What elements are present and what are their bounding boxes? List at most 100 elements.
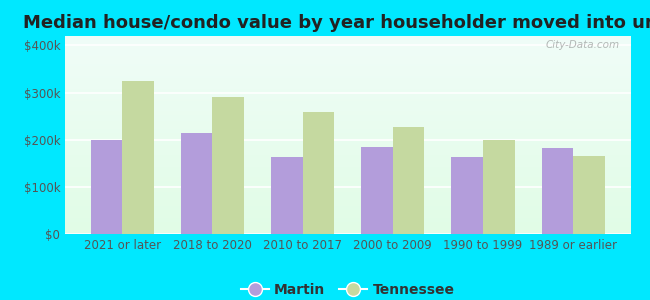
Bar	[65, 218, 630, 220]
Bar	[65, 157, 630, 159]
Title: Median house/condo value by year householder moved into unit: Median house/condo value by year househo…	[23, 14, 650, 32]
Bar	[65, 228, 630, 230]
Bar	[65, 82, 630, 83]
Bar	[65, 212, 630, 214]
Bar	[65, 129, 630, 131]
Bar	[65, 52, 630, 54]
Bar	[65, 220, 630, 222]
Bar	[65, 230, 630, 232]
Bar	[303, 112, 334, 234]
Bar	[65, 115, 630, 117]
Bar	[65, 85, 630, 88]
Bar	[65, 42, 630, 44]
Bar	[65, 92, 630, 93]
Bar	[65, 36, 630, 38]
Bar	[271, 157, 303, 234]
Bar	[65, 62, 630, 64]
Bar	[65, 54, 630, 56]
Bar	[65, 141, 630, 143]
Bar	[65, 190, 630, 192]
Bar	[65, 169, 630, 171]
Bar	[65, 131, 630, 133]
Bar	[65, 93, 630, 95]
Bar	[91, 140, 122, 234]
Bar	[65, 58, 630, 60]
Bar	[573, 156, 604, 234]
Bar	[65, 232, 630, 234]
Bar	[65, 153, 630, 155]
Bar	[65, 133, 630, 135]
Bar	[483, 140, 515, 234]
Bar	[65, 101, 630, 103]
Bar	[65, 125, 630, 127]
Bar	[65, 99, 630, 101]
Bar	[65, 196, 630, 198]
Bar	[65, 60, 630, 62]
Bar	[65, 208, 630, 210]
Bar	[65, 175, 630, 177]
Bar	[65, 121, 630, 123]
Bar	[65, 68, 630, 70]
Bar	[65, 127, 630, 129]
Bar	[65, 224, 630, 226]
Bar	[65, 171, 630, 172]
Bar	[65, 200, 630, 202]
Bar	[65, 178, 630, 181]
Bar	[65, 109, 630, 111]
Bar	[65, 147, 630, 149]
Bar	[361, 147, 393, 234]
Bar	[541, 148, 573, 234]
Bar	[65, 70, 630, 72]
Bar	[213, 97, 244, 234]
Bar	[65, 64, 630, 66]
Bar	[65, 83, 630, 85]
Bar	[65, 161, 630, 163]
Bar	[65, 194, 630, 196]
Bar	[65, 143, 630, 145]
Bar	[65, 38, 630, 40]
Bar	[65, 50, 630, 52]
Bar	[65, 111, 630, 113]
Bar	[65, 74, 630, 76]
Bar	[65, 123, 630, 125]
Bar	[65, 181, 630, 182]
Bar	[65, 210, 630, 212]
Legend: Martin, Tennessee: Martin, Tennessee	[235, 277, 460, 300]
Bar	[65, 78, 630, 80]
Bar	[65, 76, 630, 78]
Bar	[65, 188, 630, 190]
Bar	[65, 103, 630, 105]
Bar	[65, 48, 630, 50]
Bar	[65, 139, 630, 141]
Bar	[65, 151, 630, 153]
Bar	[65, 184, 630, 187]
Bar	[65, 192, 630, 194]
Bar	[65, 216, 630, 218]
Bar	[452, 157, 483, 234]
Bar	[65, 214, 630, 216]
Bar	[393, 127, 424, 234]
Bar	[65, 167, 630, 169]
Bar	[65, 159, 630, 161]
Bar	[65, 72, 630, 74]
Bar	[65, 105, 630, 107]
Bar	[65, 80, 630, 82]
Bar	[65, 46, 630, 48]
Bar	[65, 182, 630, 184]
Bar	[65, 163, 630, 165]
Bar	[65, 107, 630, 109]
Bar	[65, 155, 630, 157]
Bar	[65, 177, 630, 178]
Bar	[65, 98, 630, 99]
Bar	[65, 137, 630, 139]
Bar	[65, 149, 630, 151]
Bar	[65, 202, 630, 204]
Bar	[65, 204, 630, 206]
Bar	[65, 88, 630, 89]
Bar	[65, 222, 630, 224]
Bar	[65, 89, 630, 92]
Bar	[65, 135, 630, 137]
Bar	[65, 172, 630, 175]
Bar	[122, 81, 154, 234]
Bar	[65, 40, 630, 42]
